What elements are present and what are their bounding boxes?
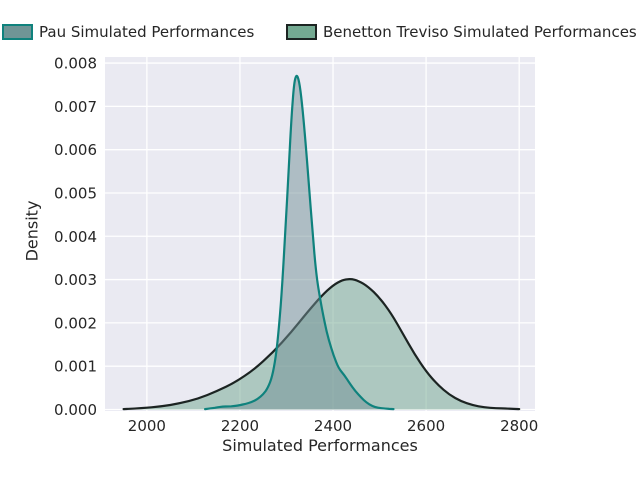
- y-tick-label: 0.005: [54, 184, 97, 202]
- x-tick-label: 2400: [314, 417, 352, 435]
- kde-fill-pau: [205, 75, 394, 410]
- benetton-legend-label: Benetton Treviso Simulated Performances: [323, 23, 637, 41]
- x-tick-label: 2600: [407, 417, 445, 435]
- y-axis-label: Density: [22, 200, 42, 262]
- y-tick-label: 0.002: [54, 314, 97, 332]
- y-tick-label: 0.003: [54, 271, 97, 289]
- legend-item-benetton: Benetton Treviso Simulated Performances: [286, 23, 637, 41]
- x-tick-label: 2200: [221, 417, 259, 435]
- y-tick-label: 0.000: [54, 401, 97, 419]
- x-axis-label: Simulated Performances: [222, 436, 418, 455]
- pau-legend-label: Pau Simulated Performances: [39, 23, 255, 41]
- y-tick-label: 0.004: [54, 228, 97, 246]
- y-tick-label: 0.006: [54, 141, 97, 159]
- kde-line-benetton: [122, 278, 521, 411]
- kde-line-pau: [204, 74, 395, 411]
- x-tick-label: 2800: [500, 417, 538, 435]
- benetton-legend-swatch-icon: [286, 24, 317, 40]
- y-tick-label: 0.001: [54, 358, 97, 376]
- legend-item-pau: Pau Simulated Performances: [2, 23, 254, 41]
- y-tick-label: 0.007: [54, 98, 97, 116]
- pau-legend-swatch-icon: [2, 24, 33, 40]
- y-tick-label: 0.008: [54, 55, 97, 73]
- x-tick-label: 2000: [128, 417, 166, 435]
